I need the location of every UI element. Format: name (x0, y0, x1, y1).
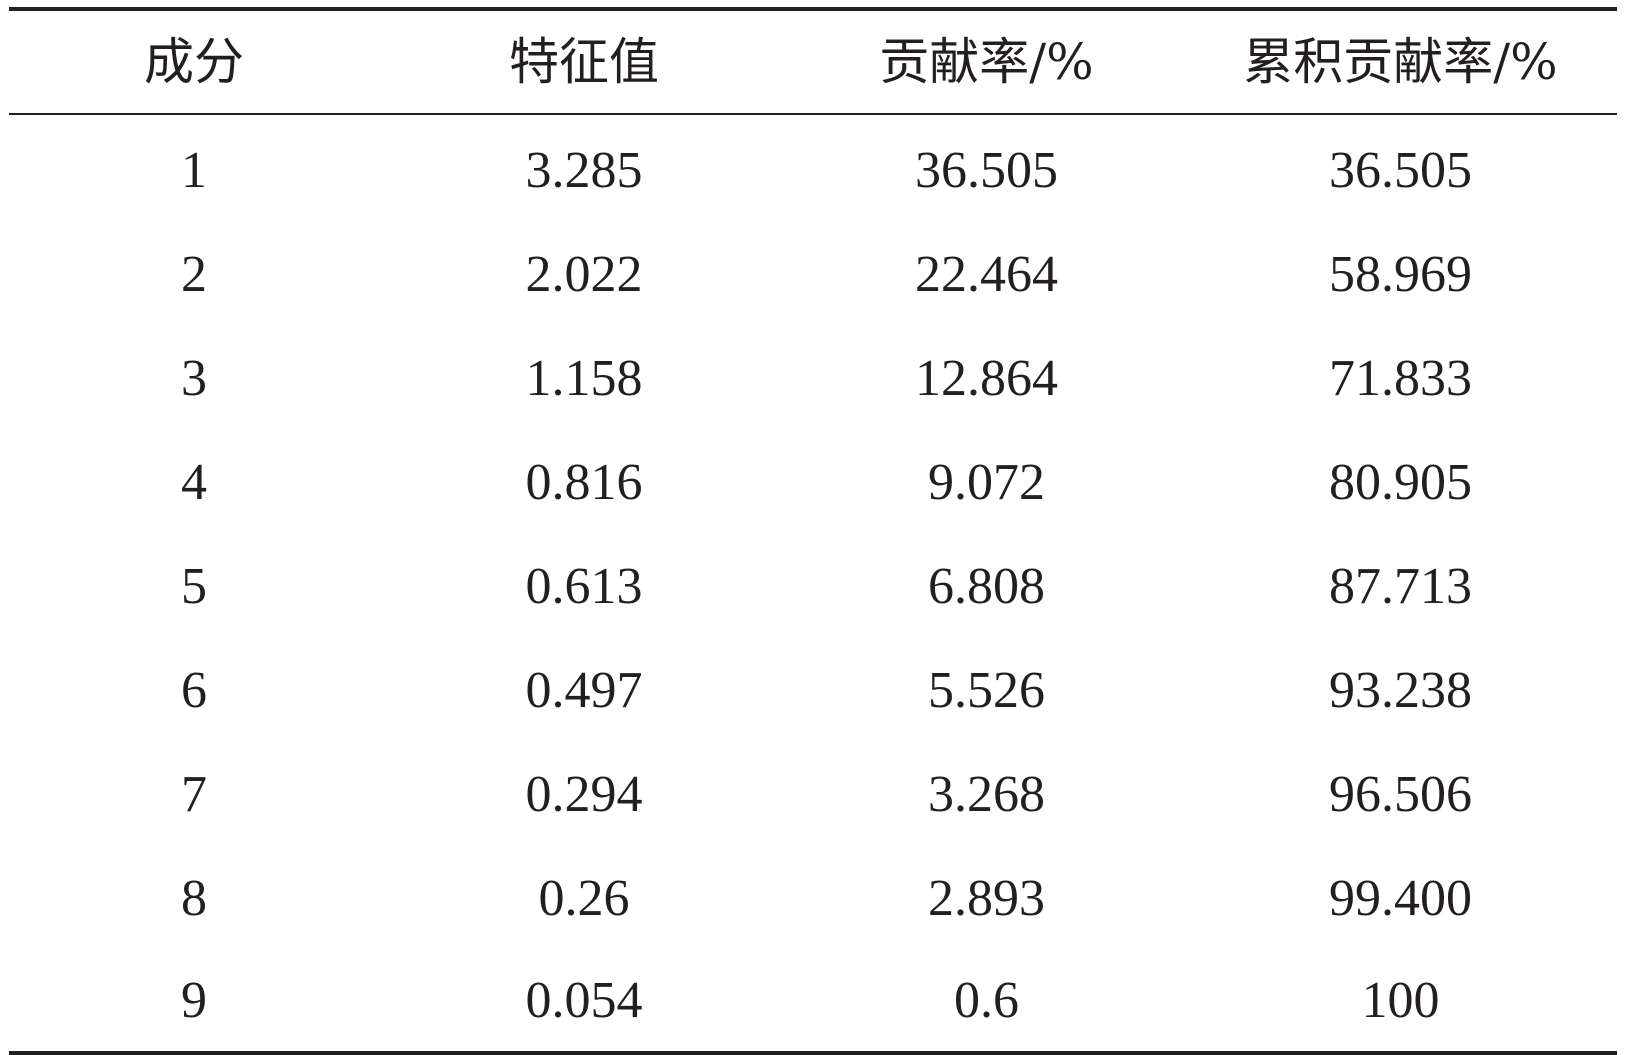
data-table: 成分 特征值 贡献率/% 累积贡献率/% 1 3.285 36.505 36.5… (9, 7, 1617, 1055)
component-cell: 2 (181, 246, 207, 303)
table-row: 8 0.26 2.893 99.400 (9, 847, 1617, 951)
table-row: 3 1.158 12.864 71.833 (9, 327, 1617, 431)
header-cumulative-contribution-rate: 累积贡献率/% (1243, 33, 1558, 91)
cumulative-cell: 96.506 (1329, 766, 1472, 823)
eigenvalue-cell: 0.294 (525, 766, 643, 823)
cumulative-cell: 100 (1361, 972, 1440, 1029)
eigenvalue-cell: 0.816 (525, 454, 643, 511)
contribution-cell: 36.505 (915, 142, 1058, 199)
table-row: 2 2.022 22.464 58.969 (9, 223, 1617, 327)
table-row: 1 3.285 36.505 36.505 (9, 119, 1617, 223)
cumulative-cell: 36.505 (1329, 142, 1472, 199)
header-rule (9, 113, 1617, 115)
cumulative-cell: 93.238 (1329, 662, 1472, 719)
table-row: 6 0.497 5.526 93.238 (9, 639, 1617, 743)
eigenvalue-cell: 0.497 (525, 662, 643, 719)
contribution-cell: 9.072 (928, 454, 1045, 511)
contribution-cell: 22.464 (915, 246, 1058, 303)
cumulative-cell: 58.969 (1329, 246, 1472, 303)
table-header-row: 成分 特征值 贡献率/% 累积贡献率/% (9, 11, 1617, 113)
table-row: 4 0.816 9.072 80.905 (9, 431, 1617, 535)
contribution-cell: 6.808 (928, 558, 1045, 615)
contribution-cell: 0.6 (954, 972, 1019, 1029)
table-row: 5 0.613 6.808 87.713 (9, 535, 1617, 639)
header-eigenvalue: 特征值 (509, 33, 659, 91)
eigenvalue-cell: 0.26 (538, 870, 630, 927)
contribution-cell: 3.268 (928, 766, 1045, 823)
component-cell: 6 (181, 662, 207, 719)
component-cell: 5 (181, 558, 207, 615)
table-row: 7 0.294 3.268 96.506 (9, 743, 1617, 847)
contribution-cell: 5.526 (928, 662, 1045, 719)
eigenvalue-cell: 1.158 (525, 350, 643, 407)
table-row: 9 0.054 0.6 100 (9, 951, 1617, 1051)
contribution-cell: 2.893 (928, 870, 1045, 927)
component-cell: 7 (181, 766, 207, 823)
contribution-cell: 12.864 (915, 350, 1058, 407)
component-cell: 3 (181, 350, 207, 407)
eigenvalue-cell: 0.613 (525, 558, 643, 615)
component-cell: 4 (181, 454, 207, 511)
cumulative-cell: 80.905 (1329, 454, 1472, 511)
component-cell: 9 (181, 972, 207, 1029)
component-cell: 8 (181, 870, 207, 927)
eigenvalue-cell: 3.285 (525, 142, 643, 199)
header-component: 成分 (144, 33, 244, 91)
eigenvalue-cell: 2.022 (525, 246, 643, 303)
eigenvalue-cell: 0.054 (525, 972, 643, 1029)
cumulative-cell: 99.400 (1329, 870, 1472, 927)
cumulative-cell: 71.833 (1329, 350, 1472, 407)
header-contribution-rate: 贡献率/% (879, 33, 1094, 91)
cumulative-cell: 87.713 (1329, 558, 1472, 615)
top-rule (9, 7, 1617, 11)
component-cell: 1 (181, 142, 207, 199)
